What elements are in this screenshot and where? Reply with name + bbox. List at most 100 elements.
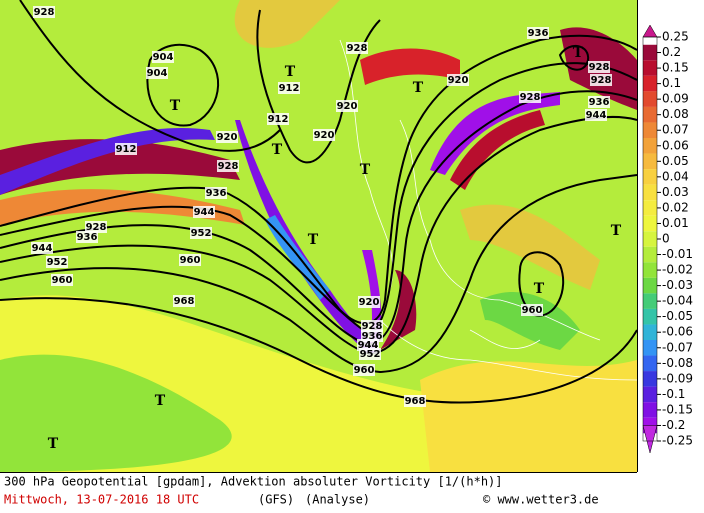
colorbar-swatch [643,277,657,294]
colorbar-label: 0.07 [662,123,689,137]
contour-label-bg [585,109,607,121]
contour-label: 904 [153,52,174,63]
contour-label-bg [179,254,201,266]
colorbar-swatch [643,169,657,185]
colorbar-label: -0.04 [662,294,693,308]
contour-label: 928 [218,161,239,172]
colorbar-swatch [643,75,657,92]
colorbar-label: -0.05 [662,309,693,323]
colorbar-swatch [643,386,657,403]
colorbar-label: -0.15 [662,402,693,416]
low-pressure-marker: T [413,80,424,96]
colorbar-swatch [643,91,657,107]
low-pressure-marker: T [155,393,166,409]
caption-credit: © www.wetter3.de [483,493,599,507]
map-field [0,0,637,472]
colorbar-swatch [643,355,657,372]
colorbar-label: -0.07 [662,340,693,354]
low-pressure-marker: T [272,142,283,158]
contour-label: 960 [52,275,73,286]
contour-label: 920 [337,101,358,112]
contour-label-bg [205,187,227,199]
colorbar-label: 0.04 [662,169,689,183]
colorbar-label: 0 [662,232,670,246]
colorbar-swatch [643,122,657,138]
contour-label: 928 [86,222,107,233]
caption-model: (GFS) [258,493,294,507]
colorbar-swatch [643,44,657,61]
contour-label-bg [404,395,426,407]
contour-label: 912 [279,83,300,94]
contour-label-bg [588,61,610,73]
colorbar-label: 0.25 [662,30,689,44]
contour-label: 944 [32,243,53,254]
contour-label-bg [588,96,610,108]
colorbar-label: -0.01 [662,247,693,261]
colorbar-swatch [643,293,657,309]
contour-label-bg [519,91,541,103]
contour-label: 928 [347,43,368,54]
contour-label: 952 [191,228,212,239]
contour-label-bg [115,143,137,155]
contour-label-bg [152,51,174,63]
colorbar-swatch [643,184,657,201]
contour-label: 928 [591,75,612,86]
contour-label: 960 [180,255,201,266]
contour-label-bg [267,113,289,125]
contour-label: 904 [147,68,168,79]
contour-label: 928 [34,7,55,18]
contour-label: 944 [586,110,607,121]
contour-label: 920 [359,297,380,308]
contour-label: 944 [194,207,215,218]
contour-label-bg [46,256,68,268]
caption-title: 300 hPa Geopotential [gpdam], Advektion … [4,475,503,489]
contour-label: 912 [116,144,137,155]
low-pressure-marker: T [573,45,584,61]
contour-label: 968 [174,296,195,307]
contour-label-bg [521,304,543,316]
colorbar-label: 0.09 [662,92,689,106]
contour-label-bg [359,348,381,360]
colorbar-label: -0.09 [662,371,693,385]
map-labels: 928 904 904 912 912 912 920 920 920 928 928 928 936 9… [31,6,622,452]
contour-label-bg [193,206,215,218]
colorbar-swatch [643,371,657,387]
contour-label-bg [346,42,368,54]
contour-label: 936 [528,28,549,39]
contour-label: 920 [217,132,238,143]
colorbar-swatch [643,153,657,170]
colorbar-label: 0.1 [662,76,681,90]
colorbar-label: 0.06 [662,138,689,152]
contour-label-bg [336,100,358,112]
caption-run: (Analyse) [305,493,370,507]
contour-label-bg [313,129,335,141]
low-pressure-marker: T [308,232,319,248]
contour-label: 952 [47,257,68,268]
contour-label: 936 [589,97,610,108]
colorbar-label: -0.03 [662,278,693,292]
low-pressure-marker: T [534,281,545,297]
contour-label-bg [51,274,73,286]
colorbar-label: 0.08 [662,107,689,121]
colorbar-swatch [643,402,657,418]
contour-label: 912 [268,114,289,125]
contour-label-bg [590,74,612,86]
colorbar-label: -0.08 [662,356,693,370]
colorbar-label: -0.06 [662,325,693,339]
low-pressure-marker: T [285,64,296,80]
colorbar-label: 0.02 [662,200,689,214]
colorbar-label: 0.15 [662,61,689,75]
height-contours [0,0,637,404]
contour-label: 960 [354,365,375,376]
contour-label: 920 [314,130,335,141]
colorbar-swatch [643,200,657,216]
contour-label: 928 [520,92,541,103]
colorbar-label: 0.01 [662,216,689,230]
contour-label: 960 [522,305,543,316]
colorbar-label: -0.25 [662,434,693,448]
colorbar-cap [642,24,658,38]
colorbar-swatch [643,340,657,356]
low-pressure-marker: T [48,436,59,452]
colorbar-swatch [643,138,657,154]
contour-label-bg [447,74,469,86]
